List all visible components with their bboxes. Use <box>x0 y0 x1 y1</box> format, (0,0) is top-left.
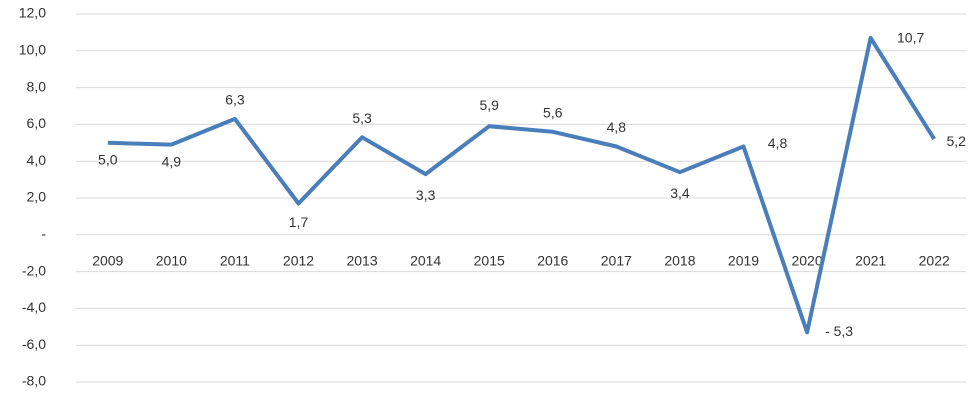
x-tick-label: 2015 <box>474 253 505 269</box>
data-label: 10,7 <box>897 30 924 46</box>
x-tick-label: 2014 <box>410 253 441 269</box>
data-label: 3,3 <box>416 187 436 203</box>
data-label: 4,8 <box>607 119 627 135</box>
data-label: 5,6 <box>543 104 563 120</box>
data-label: 5,9 <box>479 97 499 113</box>
x-tick-label: 2010 <box>156 253 187 269</box>
y-tick-label: 8,0 <box>27 78 47 94</box>
data-label: 4,9 <box>162 153 182 169</box>
y-tick-label: 2,0 <box>27 189 47 205</box>
data-label: 5,2 <box>946 133 966 149</box>
y-tick-label: -2,0 <box>22 262 46 278</box>
y-tick-label: -6,0 <box>22 336 46 352</box>
data-label: 5,0 <box>98 152 118 168</box>
x-tick-label: 2019 <box>728 253 759 269</box>
x-tick-label: 2020 <box>791 253 822 269</box>
x-tick-label: 2021 <box>855 253 886 269</box>
x-tick-label: 2012 <box>283 253 314 269</box>
data-label: 4,8 <box>768 135 788 151</box>
y-tick-label: -4,0 <box>22 299 46 315</box>
x-tick-label: 2013 <box>346 253 377 269</box>
x-tick-label: 2016 <box>537 253 568 269</box>
data-label: 3,4 <box>670 185 690 201</box>
x-tick-label: 2011 <box>220 253 250 269</box>
y-tick-label: 4,0 <box>27 152 47 168</box>
y-tick-label: 6,0 <box>27 115 47 131</box>
x-tick-label: 2009 <box>92 253 123 269</box>
data-label: - 5,3 <box>825 323 853 339</box>
x-tick-label: 2022 <box>919 253 950 269</box>
y-tick-label: 10,0 <box>19 42 46 58</box>
data-line <box>107 35 936 335</box>
x-tick-label: 2017 <box>601 253 632 269</box>
x-tick-label: 2018 <box>664 253 695 269</box>
data-label: 6,3 <box>225 92 245 108</box>
y-tick-label: -8,0 <box>22 373 46 389</box>
data-label: 1,7 <box>289 214 309 230</box>
data-label: 5,3 <box>352 110 372 126</box>
y-tick-label: - <box>41 226 46 242</box>
y-tick-label: 12,0 <box>19 5 46 21</box>
